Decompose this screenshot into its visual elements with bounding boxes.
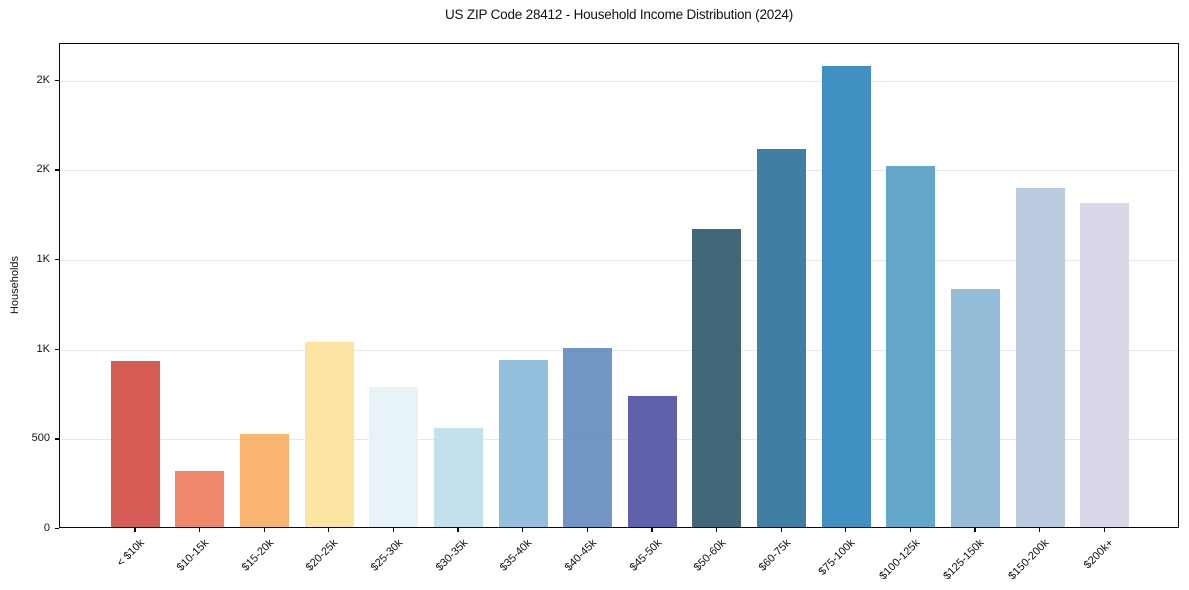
bar-$25-30k [369, 387, 419, 527]
bar-$45-50k [627, 396, 677, 527]
x-tick-mark [392, 528, 394, 532]
x-tick-label: $35-40k [497, 537, 535, 574]
x-tick-label: $45-50k [627, 537, 664, 574]
x-tick-mark [134, 528, 136, 532]
y-tick-mark [54, 348, 59, 350]
bar-$30-35k [433, 428, 483, 527]
x-tick-mark [1039, 528, 1041, 532]
x-tick-label: $50-60k [691, 537, 729, 574]
gridlines-layer [60, 44, 1178, 527]
gridline [60, 439, 1178, 441]
x-tick-label: $15-20k [239, 537, 277, 574]
bar-$40-45k [563, 347, 613, 527]
bar-$100-125k [886, 165, 936, 527]
x-tick-mark [974, 528, 976, 532]
x-tick-mark [715, 528, 718, 532]
x-tick-mark [909, 528, 911, 532]
bar-$125-150k [950, 288, 1000, 527]
x-tick-label: $75-100k [816, 537, 858, 578]
bar-$35-40k [498, 360, 548, 527]
x-tick-label: $10-15k [174, 537, 212, 574]
x-tick-mark [586, 528, 588, 532]
gridline [60, 349, 1178, 351]
bar-$50-60k [692, 229, 742, 527]
y-tick-mark [54, 528, 59, 530]
x-tick-label: $200k+ [1081, 537, 1117, 572]
x-tick-mark [845, 528, 847, 532]
plot-area [59, 43, 1179, 528]
y-tick-label: 2K [36, 73, 50, 86]
bar-$15-20k [240, 433, 290, 527]
y-tick-mark [54, 169, 59, 171]
x-tick-mark [522, 528, 524, 532]
bar-< $10k [110, 361, 160, 527]
y-tick-mark [54, 79, 59, 81]
y-tick-label: 1K [36, 253, 50, 266]
x-tick-label: $125-150k [941, 537, 987, 583]
x-tick-label: $30-35k [433, 537, 470, 574]
gridline [60, 260, 1178, 262]
x-tick-mark [263, 528, 265, 532]
x-tick-mark [198, 528, 201, 532]
x-tick-mark [328, 528, 330, 532]
y-tick-label: 1K [36, 342, 50, 355]
x-tick-label: $40-45k [562, 537, 600, 574]
bar-$20-25k [304, 342, 354, 527]
x-tick-label: $20-25k [304, 537, 341, 574]
y-tick-mark [54, 438, 59, 440]
y-tick-label: 500 [31, 432, 50, 445]
bar-$200k+ [1080, 203, 1130, 527]
x-tick-label: $60-75k [756, 537, 794, 574]
x-tick-mark [1103, 528, 1105, 532]
bar-$10-15k [175, 470, 225, 527]
x-tick-label: $150-200k [1006, 537, 1052, 583]
x-tick-mark [457, 528, 459, 532]
gridline [60, 80, 1178, 82]
bar-$150-200k [1015, 188, 1065, 527]
bar-$75-100k [821, 66, 871, 527]
y-tick-mark [54, 259, 59, 261]
x-tick-mark [651, 528, 653, 532]
bar-$60-75k [757, 148, 807, 527]
x-tick-label: $100-125k [877, 537, 923, 583]
bars-layer [60, 44, 1178, 527]
x-tick-mark [780, 528, 782, 532]
y-tick-label: 0 [43, 522, 50, 534]
gridline [60, 170, 1178, 172]
y-tick-label: 2K [36, 163, 50, 176]
x-tick-label: < $10k [114, 537, 147, 570]
chart-title: US ZIP Code 28412 - Household Income Dis… [445, 7, 793, 22]
x-tick-label: $25-30k [368, 537, 406, 574]
